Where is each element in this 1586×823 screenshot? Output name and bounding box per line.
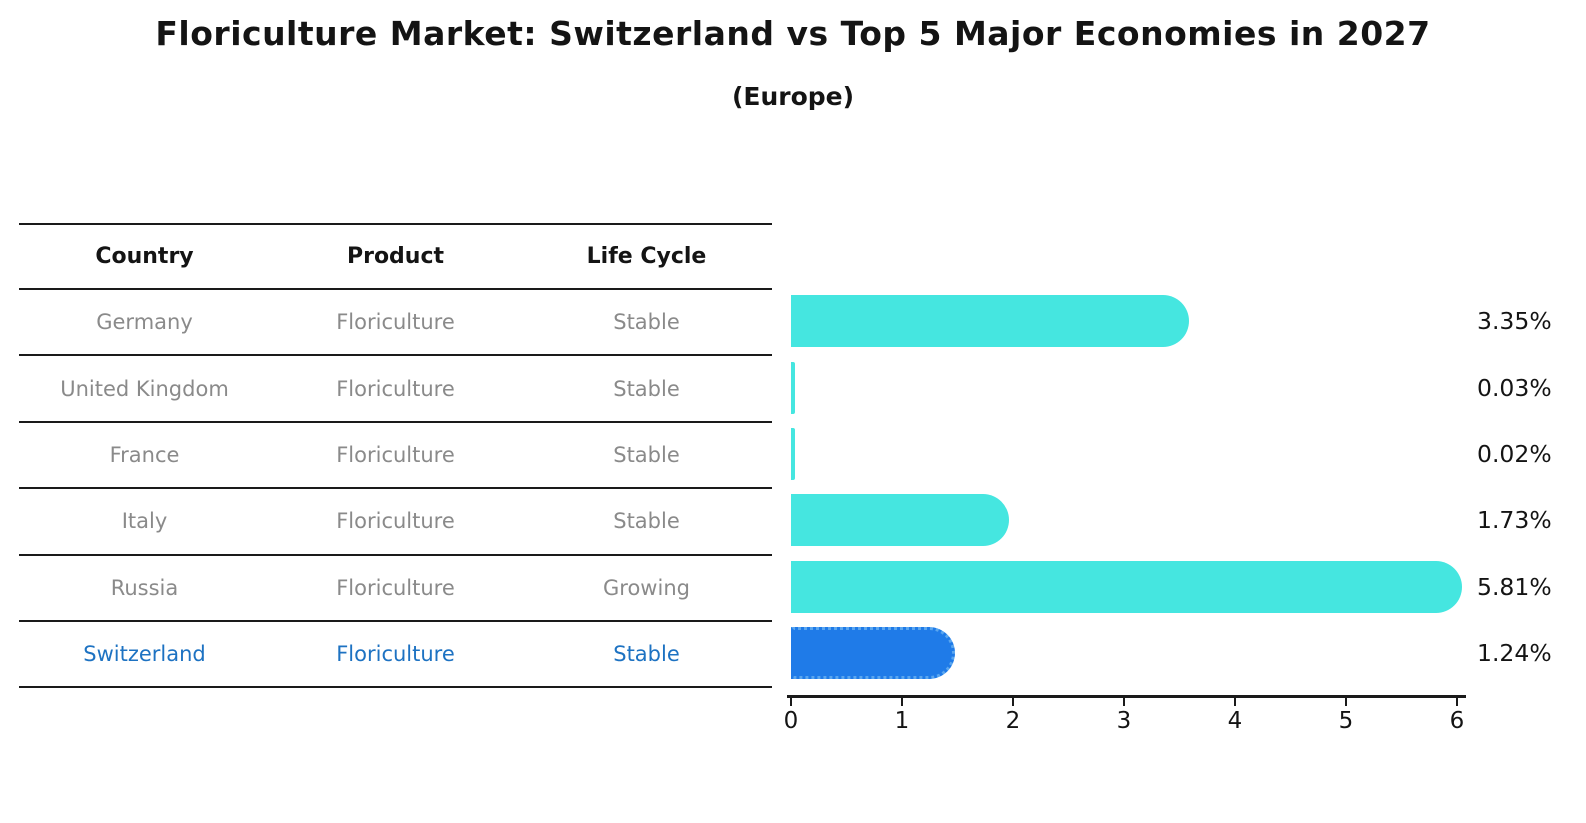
life-cycle-cell: Stable bbox=[613, 442, 680, 467]
life-cycle-cell: Growing bbox=[603, 575, 690, 600]
product-cell: Floriculture bbox=[336, 509, 455, 534]
life-cycle-cell: Stable bbox=[613, 642, 680, 667]
product-cell: Floriculture bbox=[336, 442, 455, 467]
value-label-united-kingdom: 0.03% bbox=[1477, 373, 1552, 402]
bar-united-kingdom bbox=[791, 361, 795, 414]
bar-russia bbox=[791, 560, 1462, 613]
life-cycle-cell: Stable bbox=[613, 310, 680, 335]
column-header-country: Country bbox=[95, 244, 194, 269]
value-label-switzerland: 1.24% bbox=[1477, 639, 1552, 668]
x-tick-label: 6 bbox=[1449, 708, 1465, 734]
country-cell: France bbox=[109, 442, 180, 467]
x-axis-line bbox=[787, 695, 1466, 698]
product-cell: Floriculture bbox=[336, 575, 455, 600]
x-tick-mark bbox=[1345, 697, 1347, 706]
table-row-france: France Floriculture Stable bbox=[19, 420, 772, 487]
bar-row-france bbox=[791, 421, 1491, 487]
bar-row-russia bbox=[791, 554, 1491, 620]
country-cell: Switzerland bbox=[83, 642, 206, 667]
table-header-row: Country Product Life Cycle bbox=[19, 223, 772, 288]
x-tick-mark bbox=[1234, 697, 1236, 706]
value-label-italy: 1.73% bbox=[1477, 506, 1552, 535]
value-label-germany: 3.35% bbox=[1477, 307, 1552, 336]
column-header-life-cycle: Life Cycle bbox=[586, 244, 707, 269]
bar-row-switzerland bbox=[791, 620, 1491, 686]
x-tick-mark bbox=[901, 697, 903, 706]
bar-italy bbox=[791, 494, 1010, 547]
table-row-switzerland: Switzerland Floriculture Stable bbox=[19, 619, 772, 686]
x-tick-label: 2 bbox=[1005, 708, 1021, 734]
value-label-france: 0.02% bbox=[1477, 439, 1552, 468]
bar-row-italy bbox=[791, 487, 1491, 553]
chart-title: Floriculture Market: Switzerland vs Top … bbox=[155, 14, 1431, 53]
x-tick-mark bbox=[1456, 697, 1458, 706]
country-cell: United Kingdom bbox=[60, 376, 229, 401]
value-label-russia: 5.81% bbox=[1477, 572, 1552, 601]
chart-subtitle: (Europe) bbox=[731, 82, 855, 111]
product-cell: Floriculture bbox=[336, 376, 455, 401]
product-cell: Floriculture bbox=[336, 642, 455, 667]
bar-row-united-kingdom bbox=[791, 354, 1491, 420]
bar-switzerland bbox=[791, 627, 955, 680]
column-header-product: Product bbox=[346, 244, 445, 269]
bar-germany bbox=[791, 295, 1189, 348]
x-tick-label: 0 bbox=[783, 708, 799, 734]
country-cell: Russia bbox=[110, 575, 179, 600]
bar-france bbox=[791, 427, 795, 480]
life-cycle-cell: Stable bbox=[613, 509, 680, 534]
x-tick-label: 1 bbox=[894, 708, 910, 734]
table-row-italy: Italy Floriculture Stable bbox=[19, 487, 772, 553]
value-label-column: 3.35% 0.03% 0.02% 1.73% 5.81% 1.24% bbox=[1477, 288, 1577, 686]
table-row-germany: Germany Floriculture Stable bbox=[19, 288, 772, 354]
product-cell: Floriculture bbox=[336, 310, 455, 335]
x-tick-label: 4 bbox=[1227, 708, 1243, 734]
table-row-russia: Russia Floriculture Growing bbox=[19, 553, 772, 620]
country-cell: Italy bbox=[121, 509, 168, 534]
x-tick-label: 3 bbox=[1116, 708, 1132, 734]
x-tick-label: 5 bbox=[1338, 708, 1354, 734]
bar-row-germany bbox=[791, 288, 1491, 354]
x-tick-mark bbox=[1012, 697, 1014, 706]
x-tick-mark bbox=[790, 697, 792, 706]
country-table: Country Product Life Cycle Germany Flori… bbox=[19, 223, 772, 689]
country-cell: Germany bbox=[96, 310, 193, 335]
x-tick-mark bbox=[1123, 697, 1125, 706]
bar-chart-area bbox=[791, 288, 1491, 686]
table-row-united-kingdom: United Kingdom Floriculture Stable bbox=[19, 354, 772, 420]
life-cycle-cell: Stable bbox=[613, 376, 680, 401]
